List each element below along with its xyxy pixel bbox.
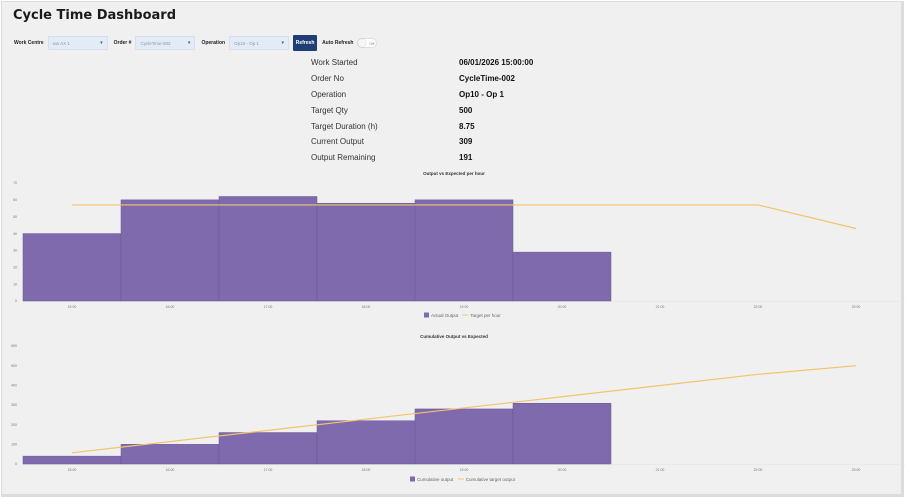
x-tick-label: 19:00	[460, 305, 469, 309]
x-tick-label: 16:00	[166, 468, 175, 472]
y-tick-label: 500	[11, 364, 17, 368]
x-tick-label: 23:00	[852, 305, 861, 309]
bar	[316, 202, 416, 302]
chevron-down-icon: ▾	[187, 40, 191, 46]
chart-2: Cumulative Output vs Expected 0 100 200 300 4…	[11, 334, 905, 482]
info-label: Current Output	[311, 137, 364, 147]
toggle-knob	[358, 39, 367, 47]
info-row: Order No CycleTime-002	[311, 71, 533, 87]
x-tick-label: 15:00	[68, 305, 77, 309]
info-value: 191	[459, 153, 473, 163]
work-centre-label: Work Centre	[14, 40, 44, 46]
info-value: 500	[459, 105, 473, 115]
x-tick-label: 19:00	[460, 468, 469, 472]
x-tick-label: 17:00	[264, 305, 273, 309]
x-tick-label: 18:00	[362, 468, 371, 472]
legend-label: Cumulative output	[417, 477, 454, 482]
x-tick-label: 18:00	[362, 305, 371, 309]
legend-label: Actual Output	[431, 313, 459, 318]
info-label: Target Duration (h)	[311, 121, 378, 131]
y-tick-label: 100	[11, 443, 17, 447]
x-tick-label: 20:00	[558, 305, 567, 309]
order-select[interactable]: CycleTime-002 ▾	[135, 36, 196, 50]
y-tick-label: 30	[13, 249, 17, 253]
order-info-panel: Work Started 06/01/2026 15:00:00 Order No…	[311, 55, 533, 166]
info-label: Order No	[311, 74, 344, 84]
x-tick-label: 22:00	[754, 305, 763, 309]
bar	[120, 444, 220, 465]
chart-legend: Cumulative output Cumulative target outpu…	[410, 476, 516, 482]
legend-swatch-bar	[410, 476, 415, 482]
refresh-button[interactable]: Refresh	[293, 35, 318, 51]
info-row: Output Remaining 191	[311, 150, 533, 166]
bar	[22, 455, 122, 465]
info-value: Op10 - Op 1	[459, 89, 504, 99]
y-tick-label: 40	[13, 232, 17, 236]
info-label: Work Started	[311, 58, 358, 68]
info-value: 06/01/2026 15:00:00	[459, 58, 534, 68]
work-centre-select[interactable]: ww AX 1 ▾	[47, 36, 108, 50]
order-value: CycleTime-002	[140, 40, 171, 46]
x-tick-label: 21:00	[656, 468, 665, 472]
chart-legend: Actual Output Target per hour	[424, 312, 501, 318]
info-row: Target Qty 500	[311, 102, 533, 118]
chart-title: Cumulative Output vs Expected	[420, 334, 488, 339]
bar	[218, 432, 318, 465]
y-tick-label: 0	[15, 462, 17, 466]
y-tick-label: 70	[13, 181, 17, 185]
info-value: 8.75	[459, 121, 475, 131]
legend-swatch-bar	[424, 312, 429, 318]
x-tick-label: 23:00	[852, 468, 861, 472]
x-tick-label: 22:00	[754, 468, 763, 472]
x-tick-label: 16:00	[166, 305, 175, 309]
info-label: Operation	[311, 89, 347, 99]
x-tick-label: 17:00	[264, 468, 273, 472]
info-label: Target Qty	[311, 105, 348, 115]
filter-bar: Work Centre ww AX 1 ▾ Order # CycleTime-…	[14, 35, 378, 51]
chart-title: Output vs Expected per hour	[423, 171, 485, 176]
bar	[512, 402, 612, 465]
toggle-state: Off	[369, 41, 375, 46]
bar	[512, 251, 612, 302]
page-title: Cycle Time Dashboard	[13, 8, 177, 23]
x-tick-label: 15:00	[68, 468, 77, 472]
y-tick-label: 10	[13, 282, 17, 286]
bar	[120, 199, 220, 302]
info-row: Work Started 06/01/2026 15:00:00	[311, 55, 533, 71]
legend-label: Cumulative target output	[466, 477, 516, 482]
info-row: Target Duration (h) 8.75	[311, 118, 533, 134]
auto-refresh-toggle[interactable]: Off	[357, 38, 378, 48]
info-label: Output Remaining	[311, 153, 376, 163]
bar	[316, 420, 416, 465]
info-value: CycleTime-002	[459, 74, 515, 84]
x-tick-label: 21:00	[656, 305, 665, 309]
bar	[414, 199, 514, 302]
y-tick-label: 0	[15, 299, 17, 303]
operation-label: Operation	[201, 40, 226, 46]
order-label: Order #	[113, 40, 132, 46]
chevron-down-icon: ▾	[100, 40, 103, 46]
info-row: Operation Op10 - Op 1	[311, 87, 533, 103]
y-tick-label: 300	[11, 403, 17, 407]
y-tick-label: 200	[11, 423, 17, 427]
x-tick-label: 20:00	[558, 468, 567, 472]
chevron-down-icon: ▾	[281, 40, 285, 46]
operation-value: Op10 - Op 1	[234, 40, 259, 46]
y-tick-label: 20	[13, 265, 17, 269]
info-value: 309	[459, 137, 473, 147]
bar	[22, 233, 122, 302]
info-row: Current Output 309	[311, 134, 533, 150]
operation-select[interactable]: Op10 - Op 1 ▾	[229, 36, 290, 50]
y-tick-label: 400	[11, 384, 17, 388]
legend-label: Target per hour	[470, 313, 501, 318]
y-tick-label: 60	[13, 198, 17, 202]
bar	[414, 408, 514, 465]
bar	[218, 196, 318, 302]
y-tick-label: 50	[13, 215, 17, 219]
chart-1: Output vs Expected per hour 0 10 20 30 40 50 60…	[13, 171, 905, 318]
work-centre-value: ww AX 1	[52, 40, 70, 46]
auto-refresh-label: Auto Refresh	[322, 40, 354, 46]
y-tick-label: 600	[11, 344, 17, 348]
